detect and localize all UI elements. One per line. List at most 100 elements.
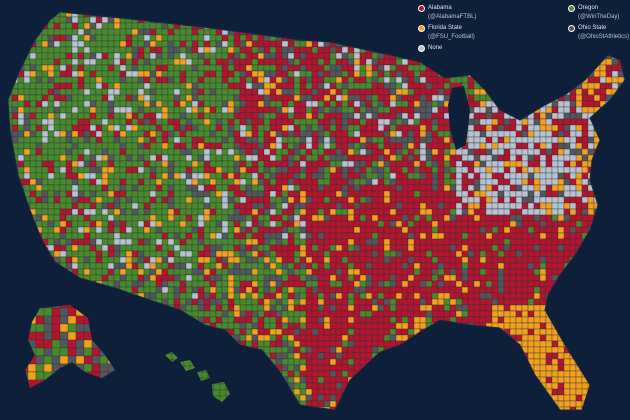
county-cell (227, 274, 235, 282)
county-cell (527, 136, 535, 144)
county-cell (59, 184, 67, 192)
county-cell (569, 94, 577, 102)
county-cell (35, 280, 43, 288)
county-cell (383, 12, 391, 18)
county-cell (71, 46, 79, 54)
county-cell (209, 244, 217, 252)
county-cell (173, 124, 181, 132)
county-cell (107, 232, 115, 240)
county-cell (191, 214, 199, 222)
county-cell (497, 178, 505, 186)
county-cell (125, 40, 133, 48)
county-cell (539, 172, 547, 180)
county-cell (311, 232, 319, 240)
county-cell (47, 142, 55, 150)
county-cell (365, 52, 373, 60)
county-cell (0, 227, 6, 233)
county-cell (59, 94, 67, 102)
county-cell (269, 22, 277, 30)
county-cell (299, 118, 307, 126)
county-cell (335, 184, 343, 192)
county-cell (497, 232, 505, 240)
county-cell (395, 70, 403, 78)
county-cell (605, 262, 613, 270)
county-cell (263, 40, 271, 48)
county-cell (8, 46, 19, 54)
county-cell (89, 52, 97, 60)
county-cell (155, 244, 163, 252)
county-cell (65, 166, 73, 174)
county-cell (89, 190, 97, 198)
county-cell (215, 82, 223, 90)
county-cell (191, 40, 199, 48)
county-cell (251, 280, 259, 288)
county-cell (149, 70, 157, 78)
county-cell (53, 286, 61, 294)
county-cell (605, 244, 613, 252)
county-cell (113, 142, 121, 150)
county-cell (137, 76, 145, 84)
county-cell (557, 178, 565, 186)
county-cell (383, 166, 391, 174)
county-cell (149, 166, 157, 174)
county-cell (113, 40, 121, 48)
county-cell (557, 76, 565, 84)
county-cell (365, 40, 379, 48)
county-cell (419, 232, 427, 240)
county-cell (593, 70, 601, 78)
county-cell (509, 232, 517, 240)
county-cell (149, 244, 157, 252)
county-cell (263, 178, 271, 186)
county-cell (215, 94, 223, 102)
county-cell (227, 178, 235, 186)
county-cell (515, 142, 523, 150)
county-cell (215, 256, 223, 264)
county-cell (119, 172, 127, 180)
county-cell (167, 16, 175, 24)
county-cell (467, 160, 475, 168)
county-cell (257, 76, 265, 84)
county-cell (251, 256, 259, 264)
county-cell (143, 280, 151, 288)
county-cell (467, 262, 475, 270)
county-cell (245, 160, 253, 168)
county-cell (251, 124, 259, 132)
county-cell (497, 76, 505, 84)
county-cell (221, 76, 229, 84)
county-cell (179, 46, 187, 54)
county-cell (575, 130, 583, 138)
county-cell (467, 256, 475, 264)
county-cell (551, 214, 559, 222)
county-cell (29, 166, 37, 174)
county-cell (35, 244, 43, 252)
county-cell (599, 184, 607, 192)
county-cell (245, 208, 253, 216)
county-cell (197, 268, 205, 276)
county-cell (8, 64, 13, 72)
county-cell (509, 94, 517, 102)
county-cell (365, 34, 379, 42)
county-cell (107, 88, 115, 96)
county-cell (59, 148, 67, 156)
county-cell (197, 130, 205, 138)
county-cell (281, 130, 289, 138)
county-cell (359, 12, 367, 18)
county-cell (11, 208, 19, 216)
county-cell (503, 208, 511, 216)
county-cell (179, 232, 187, 240)
county-cell (341, 64, 349, 72)
county-cell (413, 100, 421, 108)
county-cell (209, 40, 217, 48)
county-cell (155, 112, 163, 120)
county-cell (263, 52, 271, 60)
county-cell (257, 118, 265, 126)
county-cell (149, 250, 157, 258)
county-cell (41, 118, 49, 126)
county-cell (59, 130, 67, 138)
county-cell (503, 262, 511, 270)
county-cell (437, 184, 445, 192)
county-cell (53, 178, 61, 186)
county-cell (377, 22, 385, 30)
county-cell (443, 94, 451, 102)
county-cell (563, 268, 571, 276)
